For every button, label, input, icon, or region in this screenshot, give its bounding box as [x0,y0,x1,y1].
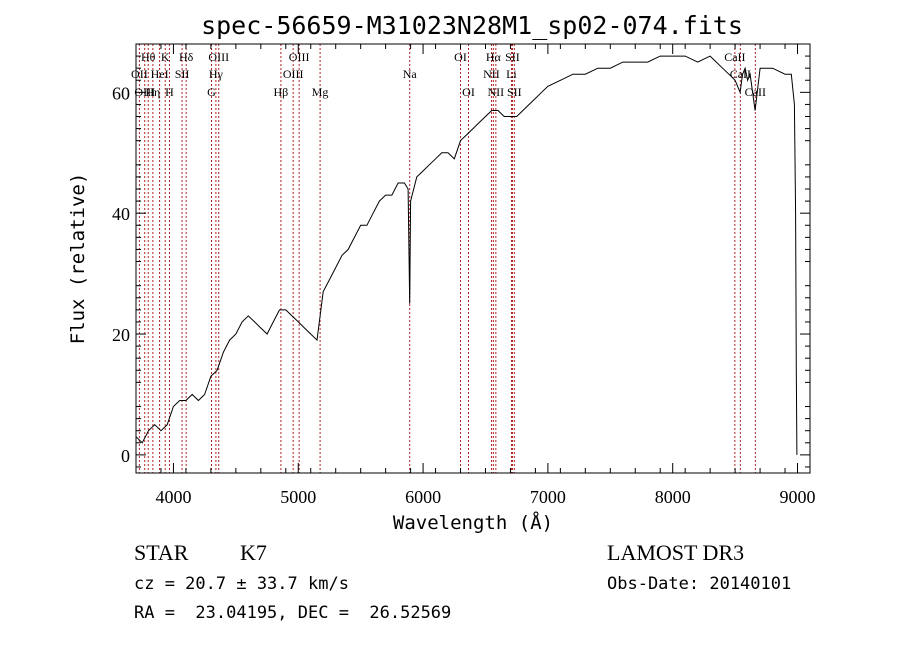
spectral-line-label: Hη [145,85,160,99]
object-subclass: K7 [240,540,267,565]
y-tick-label: 0 [121,446,130,466]
spectral-line-label: OI [462,85,475,99]
spectral-line-label: G [207,85,216,99]
object-class: STAR [134,540,189,565]
plot-frame [135,43,811,474]
spectral-line-label: Mg [312,85,329,99]
spectral-line-label: NII [488,85,505,99]
obs-date: Obs-Date: 20140101 [607,574,792,594]
spectral-line-label: SII [505,50,520,64]
spectral-line-label: Hα [486,50,502,64]
survey-name: LAMOST DR3 [607,540,745,565]
x-tick-label: 8000 [655,487,691,507]
spectral-line-label: Hθ [141,50,156,64]
y-tick-label: 40 [112,204,130,224]
spectral-line-label: H [165,85,174,99]
spectral-line-label: OII [131,67,148,81]
spectral-line-label: CaII [745,85,766,99]
spectral-line-label: Hγ [209,67,224,81]
emission-absorption-lines [138,44,756,473]
spectral-line-label: OI [454,50,467,64]
spectral-line-label: SII [507,85,522,99]
spectral-line-label: NII [483,67,500,81]
x-tick-label: 7000 [530,487,566,507]
spectral-line-label: K [161,50,170,64]
spectral-line-label: OIII [289,50,310,64]
x-tick-label: 5000 [280,487,316,507]
spectral-line-label: HeI [151,67,169,81]
spectral-line-label: CaII [724,50,745,64]
spectral-line-label: Hδ [179,50,194,64]
spectral-line-label: Li [506,67,517,81]
spectral-line-label: OIII [208,50,229,64]
axis-ticks: 4000 5000 6000 7000 8000 9000 0 20 40 60 [112,44,816,507]
y-tick-label: 20 [112,325,130,345]
redshift-readout: cz = 20.7 ± 33.7 km/s [134,574,349,594]
spectrum-line [135,55,798,455]
x-tick-label: 9000 [780,487,816,507]
x-axis-label: Wavelength (Å) [393,511,553,534]
spectral-line-label: Na [403,67,418,81]
coordinates: RA = 23.04195, DEC = 26.52569 [134,603,452,623]
y-tick-label: 60 [112,83,130,103]
spectral-line-label: Hβ [274,85,289,99]
x-tick-label: 4000 [155,487,191,507]
chart-title: spec-56659-M31023N28M1_sp02-074.fits [201,11,743,40]
spectral-line-label: OIII [283,67,304,81]
spectral-line-label: SII [175,67,190,81]
x-tick-label: 6000 [405,487,441,507]
y-axis-label: Flux (relative) [67,173,89,345]
